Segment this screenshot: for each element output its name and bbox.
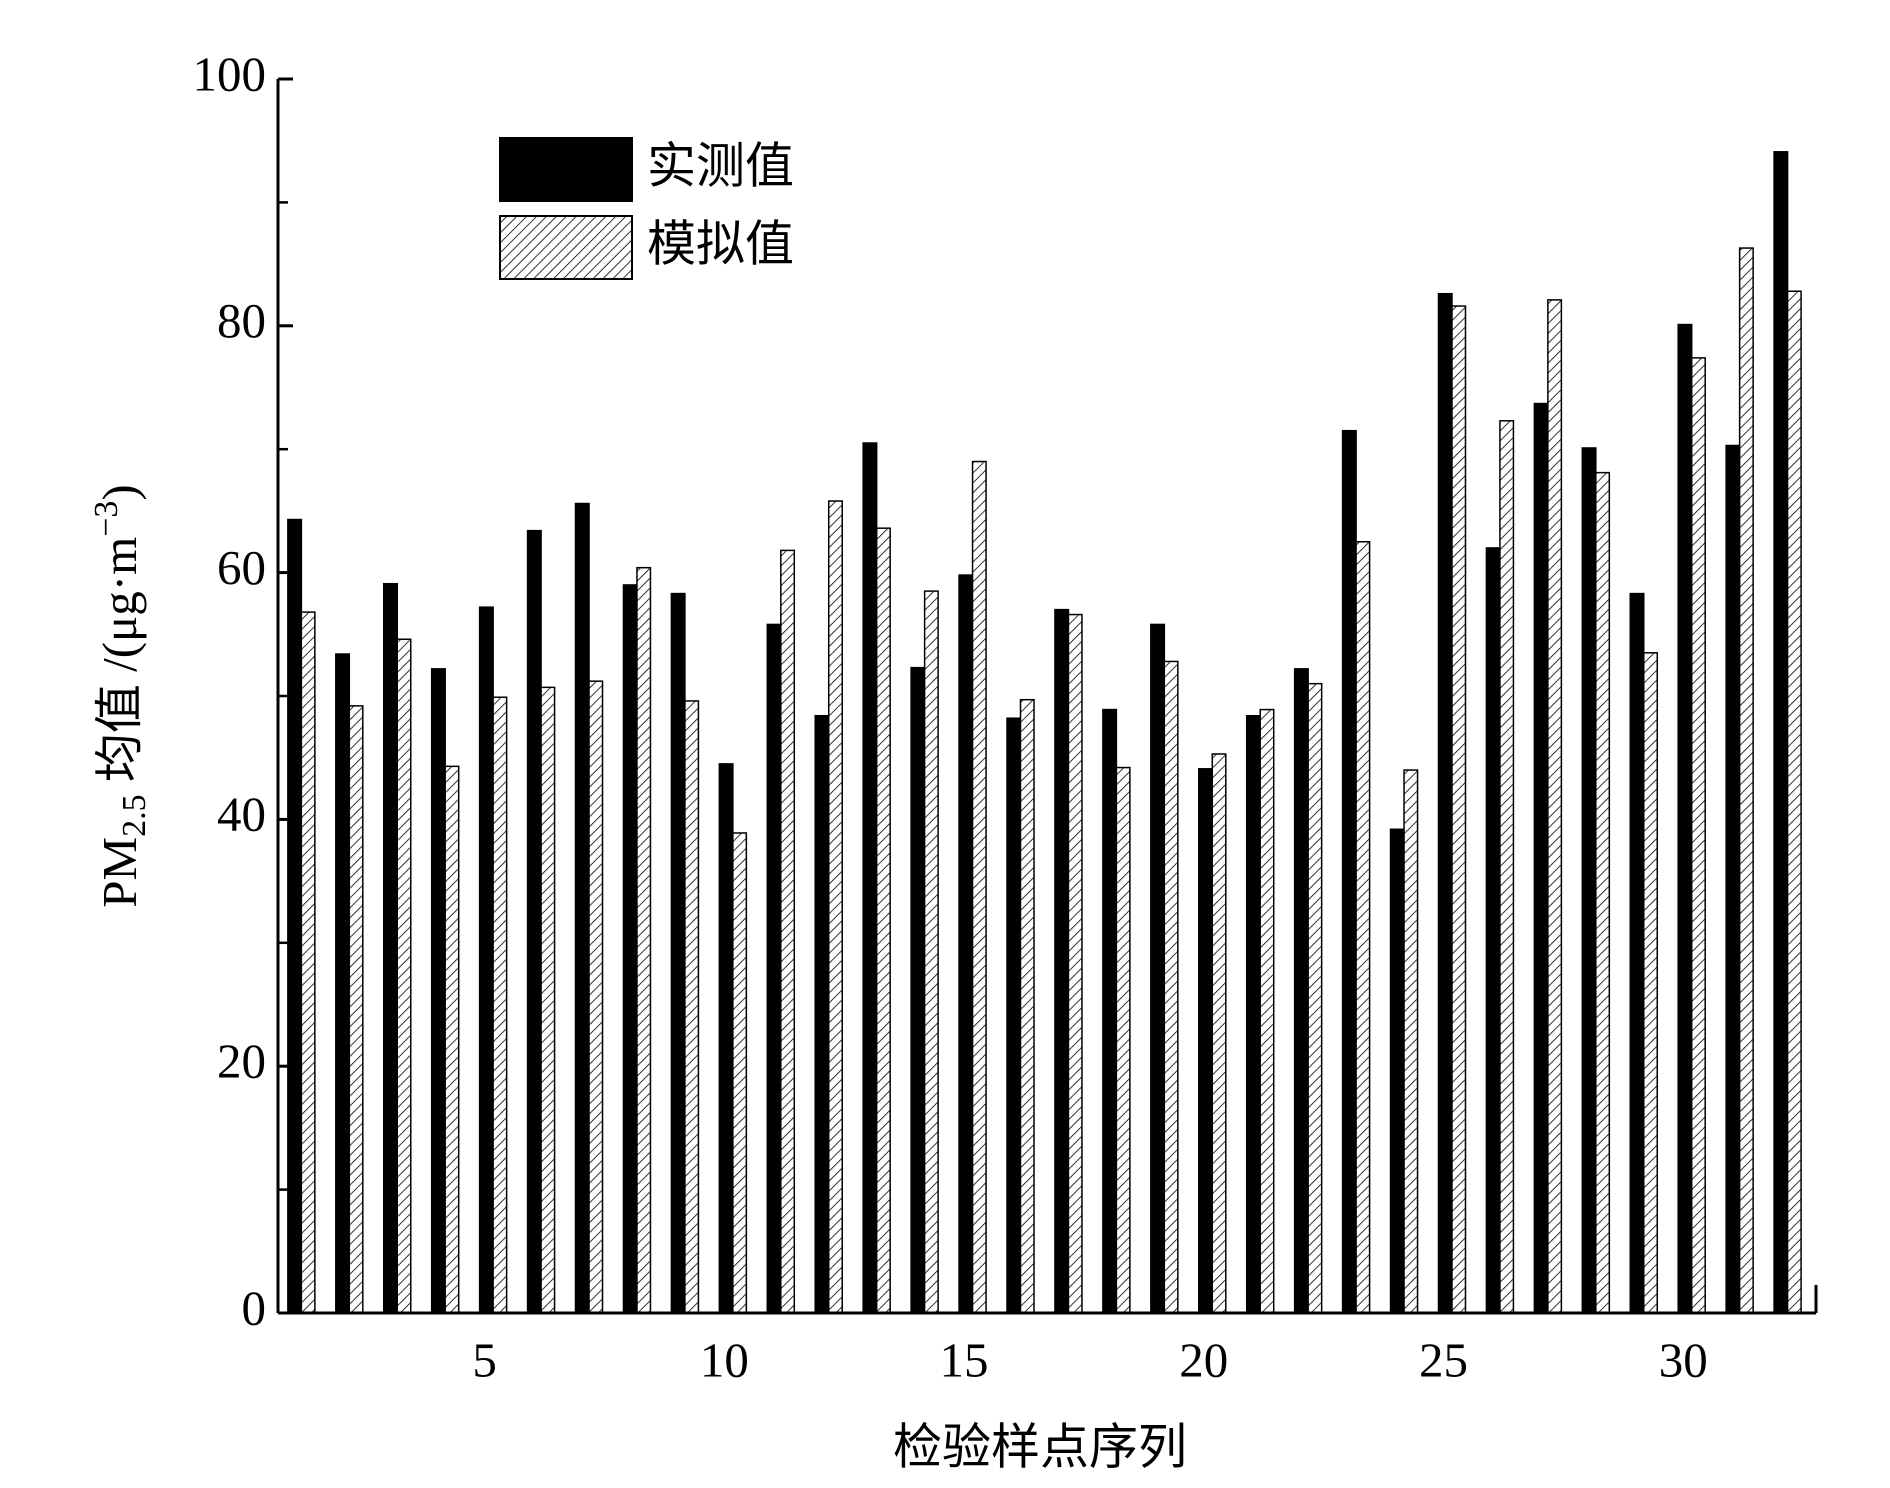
y-axis-label: PM2.5 均值 /(μg·m−3) bbox=[88, 484, 153, 907]
bar bbox=[1389, 828, 1405, 1314]
bar bbox=[588, 680, 604, 1314]
y-tick-label: 60 bbox=[217, 540, 266, 595]
bar bbox=[1533, 402, 1549, 1314]
legend-swatch bbox=[499, 137, 633, 202]
bar bbox=[1198, 768, 1214, 1314]
bar bbox=[910, 666, 926, 1314]
x-tick-label: 30 bbox=[1659, 1332, 1708, 1387]
bar bbox=[1499, 420, 1515, 1314]
bar bbox=[958, 574, 974, 1314]
bar bbox=[1054, 608, 1070, 1314]
bar bbox=[875, 527, 891, 1314]
x-tick-label: 5 bbox=[472, 1332, 497, 1387]
bar bbox=[814, 714, 830, 1314]
bar bbox=[1150, 623, 1166, 1314]
bar bbox=[1307, 682, 1323, 1314]
bar bbox=[1211, 753, 1227, 1314]
bar bbox=[1773, 151, 1789, 1314]
bar bbox=[1485, 547, 1501, 1314]
bar bbox=[1259, 708, 1275, 1314]
bar bbox=[684, 700, 700, 1314]
y-tick-label: 20 bbox=[217, 1033, 266, 1088]
bar bbox=[636, 566, 652, 1314]
bar bbox=[300, 611, 316, 1314]
bar bbox=[1067, 613, 1083, 1314]
bar bbox=[862, 442, 878, 1314]
bar bbox=[1595, 471, 1611, 1314]
y-tick-label: 80 bbox=[217, 293, 266, 348]
bar bbox=[574, 502, 590, 1314]
legend-swatch bbox=[499, 215, 633, 280]
y-axis-label-part: 2.5 bbox=[116, 794, 153, 837]
bar bbox=[1690, 357, 1706, 1314]
bar bbox=[1786, 290, 1802, 1314]
bar bbox=[732, 832, 748, 1314]
bar bbox=[622, 584, 638, 1314]
y-tick-label: 40 bbox=[217, 787, 266, 842]
bar bbox=[1581, 447, 1597, 1314]
x-tick-label: 10 bbox=[700, 1332, 749, 1387]
bar bbox=[971, 460, 987, 1314]
y-tick-label: 0 bbox=[242, 1280, 267, 1335]
bar bbox=[1437, 292, 1453, 1314]
bar bbox=[348, 705, 364, 1314]
bar bbox=[478, 606, 494, 1314]
bar bbox=[382, 582, 398, 1314]
bar bbox=[287, 518, 303, 1314]
bar bbox=[1629, 592, 1645, 1314]
bar bbox=[1102, 708, 1118, 1314]
bar bbox=[1115, 766, 1131, 1314]
bar bbox=[396, 638, 412, 1314]
bar bbox=[492, 696, 508, 1314]
x-tick-label: 15 bbox=[940, 1332, 989, 1387]
x-tick-label: 20 bbox=[1179, 1332, 1228, 1387]
bar bbox=[670, 592, 686, 1314]
y-tick-label: 100 bbox=[193, 46, 267, 101]
x-axis-label: 检验样点序列 bbox=[893, 1419, 1187, 1474]
bar bbox=[430, 668, 446, 1314]
bar bbox=[1451, 305, 1467, 1314]
bar bbox=[1547, 299, 1563, 1314]
bar bbox=[335, 653, 351, 1314]
y-axis-label-part: 均值 /(μg·m bbox=[92, 537, 147, 795]
bar bbox=[1677, 323, 1693, 1314]
y-axis-label-part: PM bbox=[92, 837, 147, 908]
bar bbox=[540, 686, 556, 1314]
bar bbox=[1403, 769, 1419, 1314]
bar bbox=[444, 765, 460, 1314]
bar bbox=[827, 500, 843, 1314]
bar bbox=[1293, 668, 1309, 1314]
bar bbox=[1019, 698, 1035, 1314]
bar bbox=[1006, 717, 1022, 1314]
bar bbox=[1643, 652, 1659, 1314]
bar bbox=[718, 763, 734, 1314]
bar bbox=[1163, 660, 1179, 1314]
bar bbox=[1341, 429, 1357, 1314]
bar bbox=[766, 623, 782, 1314]
y-axis-label-part: −3 bbox=[88, 501, 125, 537]
bar bbox=[780, 549, 796, 1314]
x-tick-label: 25 bbox=[1419, 1332, 1468, 1387]
legend-label: 实测值 bbox=[647, 138, 794, 193]
bar bbox=[526, 529, 542, 1314]
bar bbox=[1245, 714, 1261, 1314]
bar bbox=[923, 590, 939, 1314]
y-axis-label-part: ) bbox=[92, 484, 147, 500]
bar bbox=[1738, 247, 1754, 1314]
bar bbox=[1725, 444, 1741, 1314]
legend-label: 模拟值 bbox=[647, 216, 794, 271]
bar bbox=[1355, 541, 1371, 1314]
